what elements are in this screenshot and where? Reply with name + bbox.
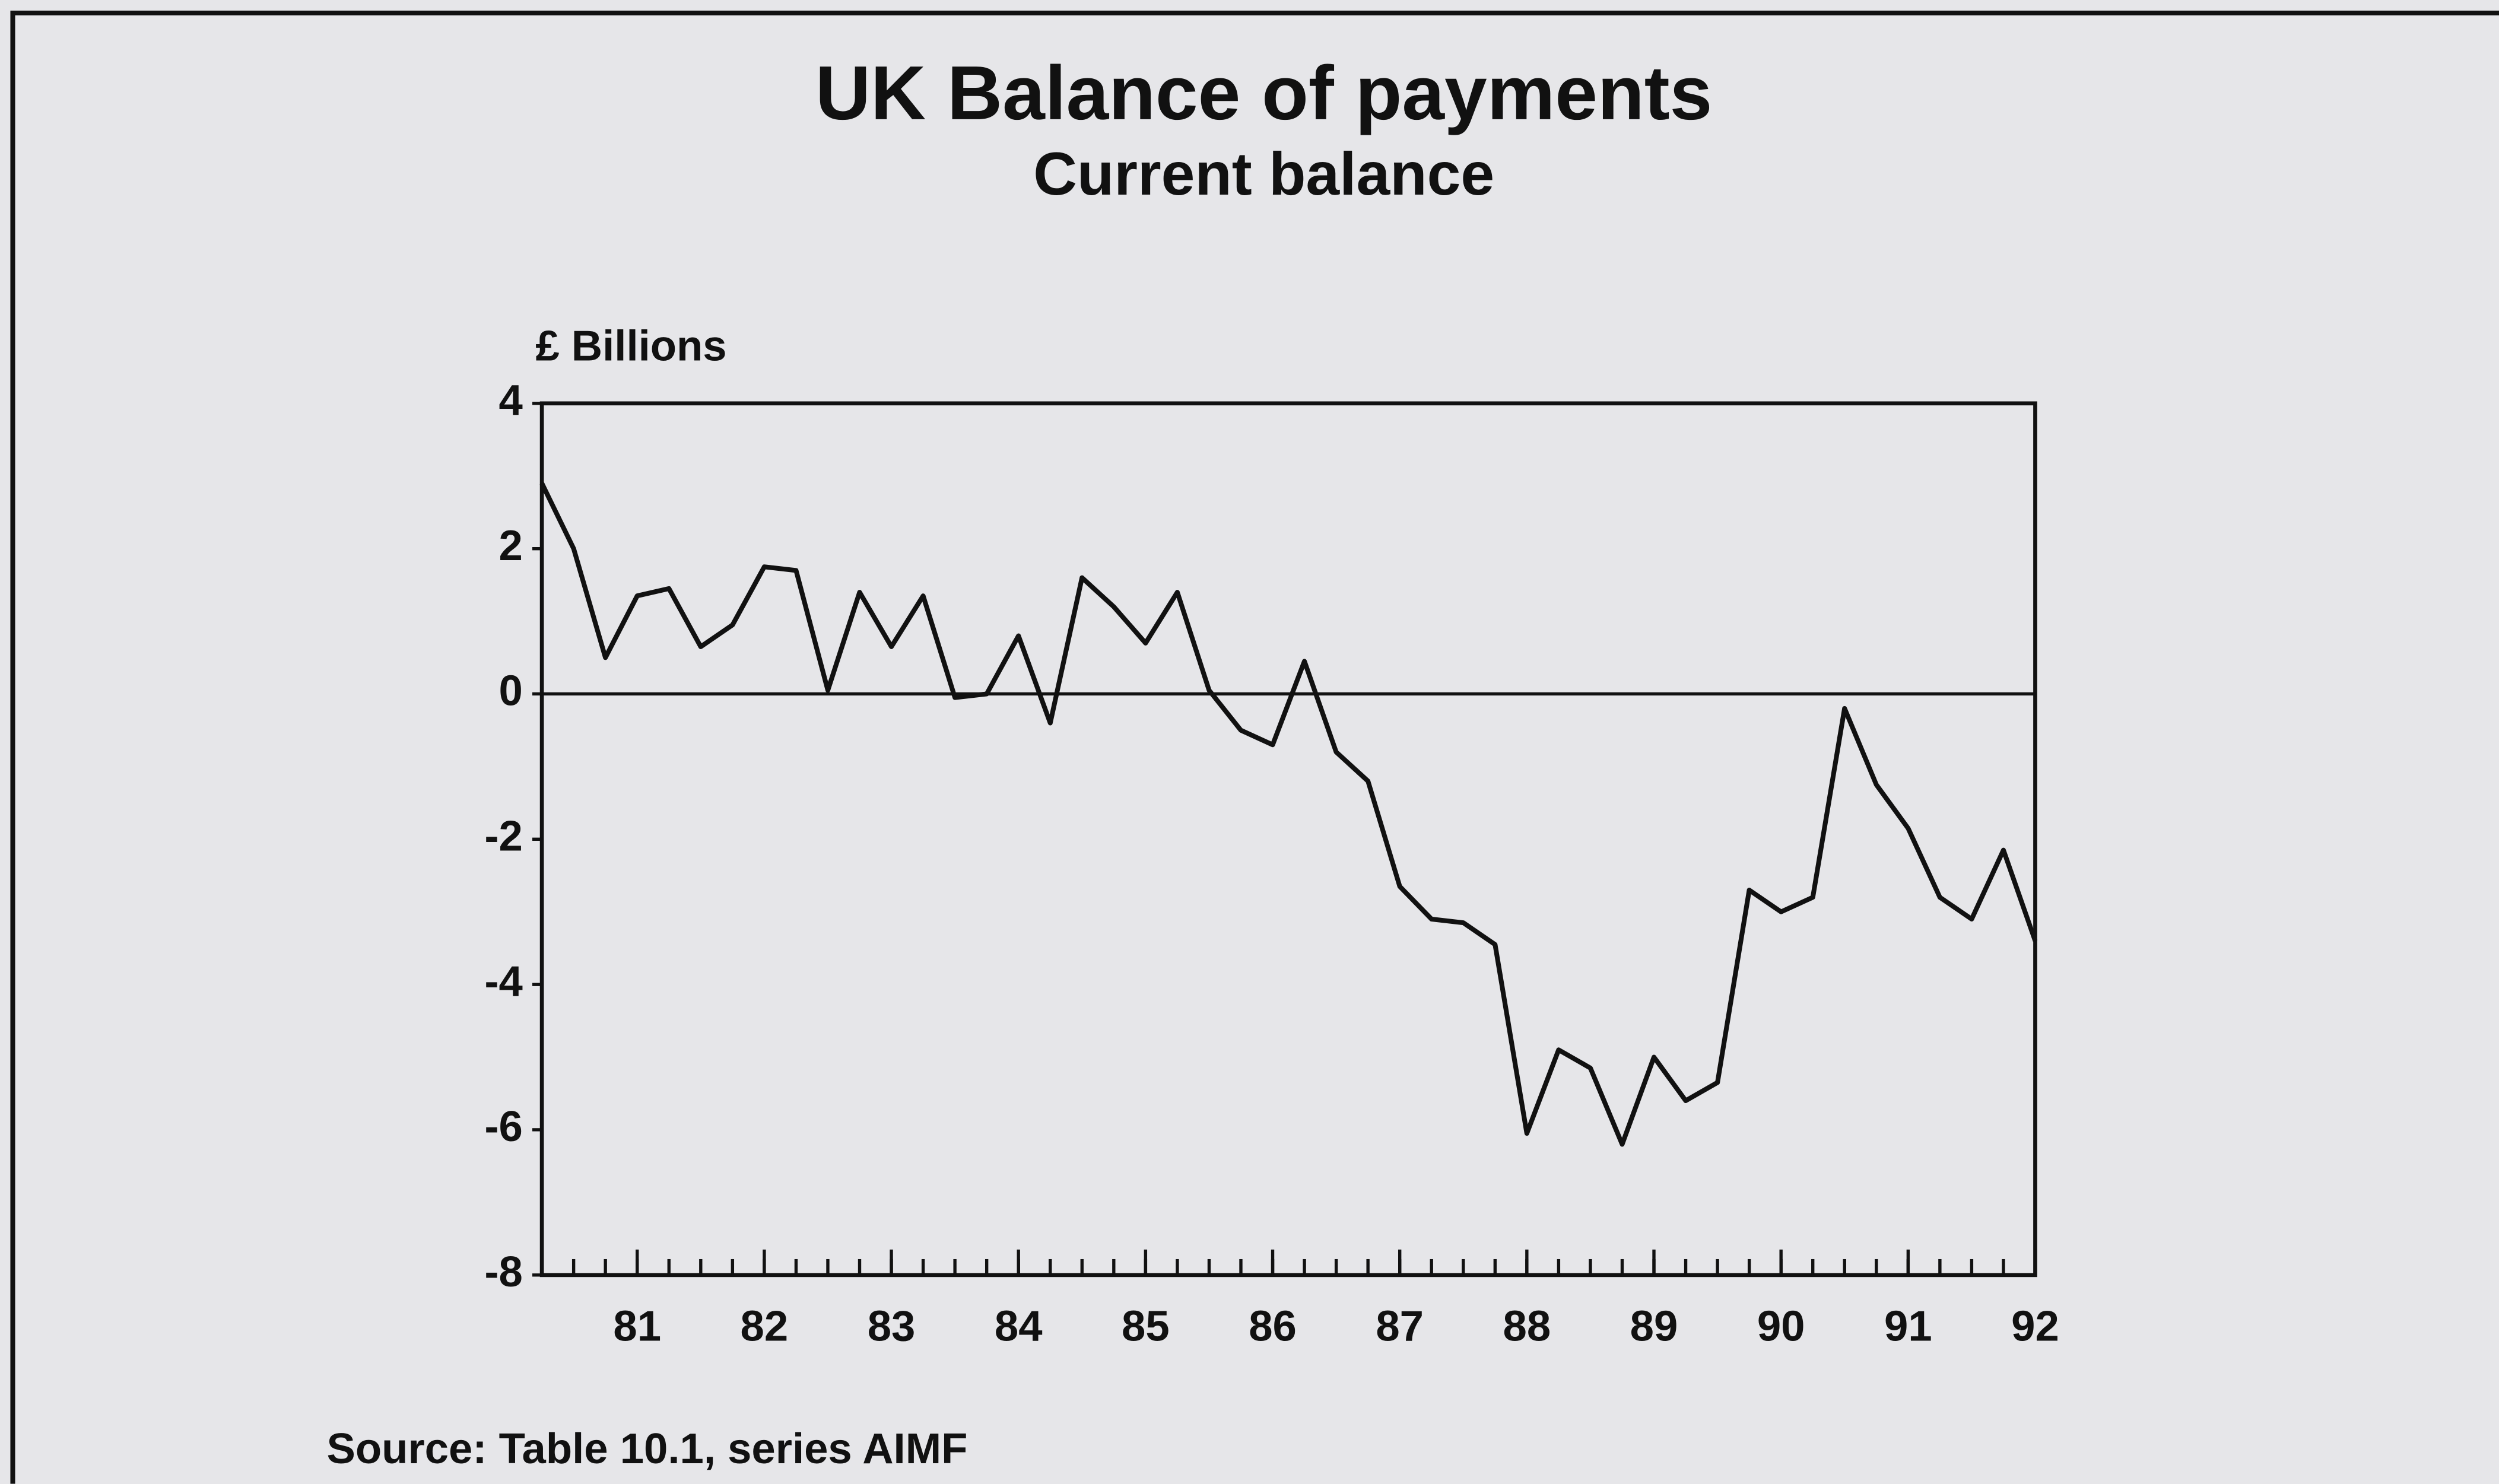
x-tick-label: 82: [741, 1302, 789, 1350]
x-tick-label: 88: [1503, 1302, 1551, 1350]
x-tick-label: 86: [1249, 1302, 1297, 1350]
chart-subtitle: Current balance: [1033, 140, 1494, 208]
y-tick-label: 0: [499, 667, 523, 715]
y-tick-label: 2: [499, 522, 523, 570]
x-tick-label: 83: [868, 1302, 916, 1350]
x-tick-label: 90: [1757, 1302, 1805, 1350]
data-line: [539, 482, 2038, 1147]
x-tick-label: 91: [1884, 1302, 1932, 1350]
y-tick-label: -2: [484, 812, 522, 860]
y-tick-label: -4: [484, 957, 522, 1005]
x-tick-label: 81: [613, 1302, 661, 1350]
chart-title: UK Balance of payments: [815, 50, 1712, 136]
x-tick-label: 92: [2011, 1302, 2059, 1350]
y-tick-label: 4: [499, 376, 523, 424]
x-tick-label: 85: [1122, 1302, 1170, 1350]
source-note: Source: Table 10.1, series AIMF: [327, 1425, 968, 1473]
x-tick-label: 87: [1376, 1302, 1424, 1350]
frame: [10, 10, 2499, 1484]
x-tick-label: 84: [995, 1302, 1043, 1350]
x-tick-label: 89: [1630, 1302, 1678, 1350]
y-tick-label: -8: [484, 1248, 522, 1296]
y-tick-label: -6: [484, 1102, 522, 1151]
y-axis-label: £ Billions: [535, 322, 726, 370]
